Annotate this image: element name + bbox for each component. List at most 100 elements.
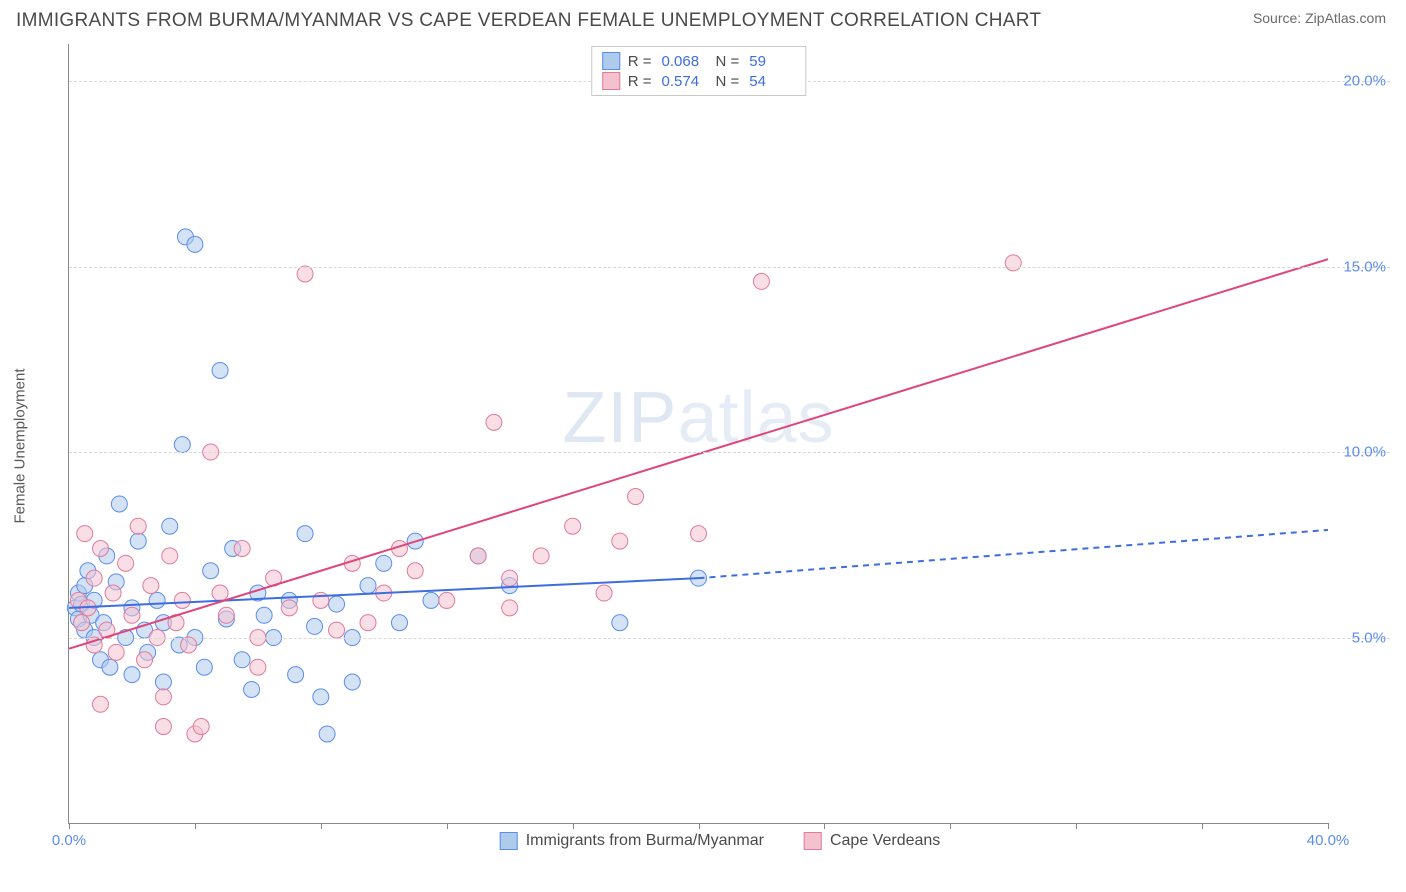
data-point-series-0	[612, 615, 628, 631]
data-point-series-1	[181, 637, 197, 653]
y-tick-label: 15.0%	[1343, 258, 1386, 275]
data-point-series-1	[486, 414, 502, 430]
data-point-series-1	[162, 548, 178, 564]
data-point-series-1	[439, 592, 455, 608]
swatch-series-1	[602, 72, 620, 90]
data-point-series-1	[1005, 255, 1021, 271]
data-point-series-1	[565, 518, 581, 534]
legend-label-series-1: Cape Verdeans	[830, 832, 940, 850]
source-attribution: Source: ZipAtlas.com	[1253, 10, 1386, 26]
data-point-series-1	[596, 585, 612, 601]
data-point-series-1	[407, 563, 423, 579]
data-point-series-1	[174, 592, 190, 608]
data-point-series-1	[118, 555, 134, 571]
data-point-series-0	[174, 437, 190, 453]
data-point-series-0	[244, 681, 260, 697]
data-point-series-1	[86, 570, 102, 586]
data-point-series-1	[502, 600, 518, 616]
trend-line-extrapolated-series-0	[699, 530, 1329, 578]
chart-area: Female Unemployment ZIPatlas R = 0.068 N…	[50, 44, 1390, 848]
data-point-series-1	[77, 526, 93, 542]
series-legend: Immigrants from Burma/Myanmar Cape Verde…	[500, 832, 941, 850]
swatch-series-0	[602, 52, 620, 70]
x-tick	[699, 823, 700, 829]
legend-item-series-1: Cape Verdeans	[804, 832, 940, 850]
data-point-series-0	[344, 674, 360, 690]
x-tick	[824, 823, 825, 829]
data-point-series-1	[281, 600, 297, 616]
data-point-series-0	[162, 518, 178, 534]
x-tick	[1076, 823, 1077, 829]
data-point-series-1	[470, 548, 486, 564]
data-point-series-0	[360, 578, 376, 594]
correlation-legend: R = 0.068 N = 59 R = 0.574 N = 54	[591, 46, 807, 96]
data-point-series-0	[149, 592, 165, 608]
data-point-series-1	[502, 570, 518, 586]
data-point-series-1	[193, 719, 209, 735]
x-tick	[1202, 823, 1203, 829]
x-tick	[1328, 823, 1329, 829]
swatch-series-1-bottom	[804, 832, 822, 850]
data-point-series-1	[250, 659, 266, 675]
trend-line-series-1	[69, 259, 1328, 649]
data-point-series-1	[92, 540, 108, 556]
data-point-series-0	[155, 674, 171, 690]
data-point-series-1	[297, 266, 313, 282]
x-tick	[321, 823, 322, 829]
data-point-series-1	[212, 585, 228, 601]
data-point-series-0	[423, 592, 439, 608]
y-tick-label: 20.0%	[1343, 73, 1386, 90]
data-point-series-1	[130, 518, 146, 534]
legend-row-series-0: R = 0.068 N = 59	[602, 51, 796, 71]
data-point-series-1	[612, 533, 628, 549]
x-tick	[69, 823, 70, 829]
data-point-series-1	[155, 719, 171, 735]
chart-title: IMMIGRANTS FROM BURMA/MYANMAR VS CAPE VE…	[16, 10, 1041, 32]
gridline	[69, 638, 1390, 639]
plot-region: ZIPatlas R = 0.068 N = 59 R = 0.574 N = …	[68, 44, 1328, 824]
x-tick	[950, 823, 951, 829]
data-point-series-1	[533, 548, 549, 564]
data-point-series-0	[124, 667, 140, 683]
data-point-series-1	[218, 607, 234, 623]
plot-svg	[69, 44, 1328, 823]
data-point-series-0	[307, 618, 323, 634]
data-point-series-1	[234, 540, 250, 556]
data-point-series-1	[92, 696, 108, 712]
swatch-series-0-bottom	[500, 832, 518, 850]
x-tick-label: 0.0%	[52, 832, 86, 849]
legend-item-series-0: Immigrants from Burma/Myanmar	[500, 832, 764, 850]
data-point-series-1	[753, 273, 769, 289]
data-point-series-0	[329, 596, 345, 612]
x-tick	[573, 823, 574, 829]
y-tick-label: 5.0%	[1352, 629, 1386, 646]
data-point-series-1	[108, 644, 124, 660]
data-point-series-1	[105, 585, 121, 601]
data-point-series-0	[319, 726, 335, 742]
data-point-series-0	[196, 659, 212, 675]
data-point-series-0	[288, 667, 304, 683]
data-point-series-1	[691, 526, 707, 542]
data-point-series-0	[256, 607, 272, 623]
gridline	[69, 452, 1390, 453]
data-point-series-0	[203, 563, 219, 579]
x-tick	[195, 823, 196, 829]
data-point-series-0	[234, 652, 250, 668]
y-axis-label: Female Unemployment	[12, 368, 29, 523]
data-point-series-0	[212, 362, 228, 378]
data-point-series-0	[111, 496, 127, 512]
data-point-series-1	[124, 607, 140, 623]
data-point-series-0	[102, 659, 118, 675]
data-point-series-1	[74, 615, 90, 631]
data-point-series-0	[376, 555, 392, 571]
data-point-series-0	[297, 526, 313, 542]
data-point-series-0	[187, 236, 203, 252]
x-tick	[447, 823, 448, 829]
data-point-series-1	[143, 578, 159, 594]
x-tick-label: 40.0%	[1307, 832, 1350, 849]
data-point-series-0	[313, 689, 329, 705]
data-point-series-0	[130, 533, 146, 549]
legend-row-series-1: R = 0.574 N = 54	[602, 71, 796, 91]
gridline	[69, 267, 1390, 268]
data-point-series-0	[391, 615, 407, 631]
